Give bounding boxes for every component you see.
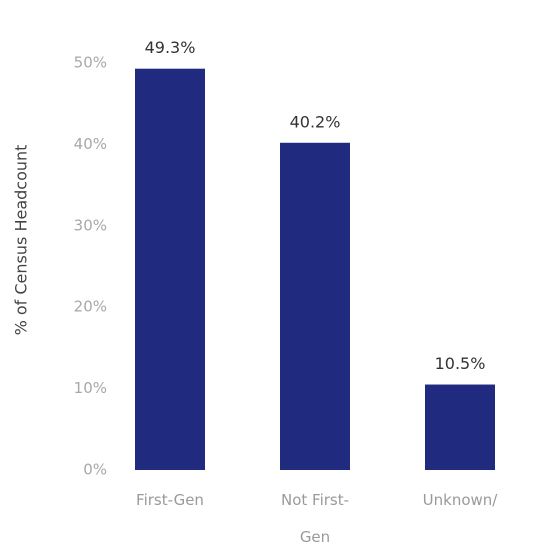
- x-tick-label: First-Gen: [136, 491, 204, 509]
- bar: [425, 384, 495, 470]
- y-tick-label: 20%: [74, 298, 107, 316]
- y-tick-label: 0%: [83, 461, 107, 479]
- x-tick-label: Not First-Gen: [280, 491, 350, 546]
- y-axis-label: % of Census Headcount: [12, 145, 31, 336]
- y-tick-label: 30%: [74, 216, 107, 234]
- data-label: 40.2%: [290, 112, 341, 131]
- x-tick-label: Unknown/: [422, 491, 498, 509]
- y-tick-label: 50%: [74, 54, 107, 72]
- data-label: 10.5%: [435, 354, 486, 373]
- y-tick-label: 10%: [74, 379, 107, 397]
- y-tick-label: 40%: [74, 135, 107, 153]
- data-label: 49.3%: [145, 38, 196, 57]
- bar: [135, 68, 205, 470]
- bar: [280, 142, 350, 470]
